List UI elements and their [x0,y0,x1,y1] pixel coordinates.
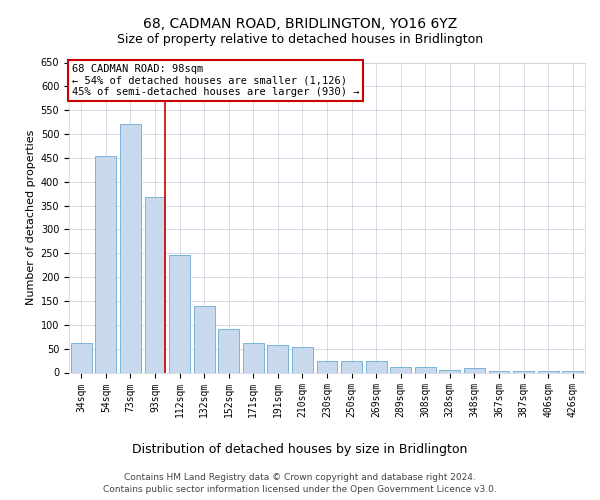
Bar [145,197,166,372]
Bar [341,360,362,372]
Bar [562,370,583,372]
Bar [464,368,485,372]
Bar [390,367,411,372]
Bar [488,370,509,372]
Bar [513,370,534,372]
Bar [268,346,289,372]
Bar [439,370,460,372]
Text: 68 CADMAN ROAD: 98sqm
← 54% of detached houses are smaller (1,126)
45% of semi-d: 68 CADMAN ROAD: 98sqm ← 54% of detached … [71,64,359,97]
Bar [95,156,116,372]
Bar [194,306,215,372]
Text: Size of property relative to detached houses in Bridlington: Size of property relative to detached ho… [117,32,483,46]
Bar [169,254,190,372]
Bar [243,343,264,372]
Bar [415,367,436,372]
Bar [538,370,559,372]
Bar [317,360,337,372]
Bar [120,124,141,372]
Text: Contains HM Land Registry data © Crown copyright and database right 2024.: Contains HM Land Registry data © Crown c… [124,472,476,482]
Text: Distribution of detached houses by size in Bridlington: Distribution of detached houses by size … [133,442,467,456]
Bar [292,346,313,372]
Bar [365,360,386,372]
Text: 68, CADMAN ROAD, BRIDLINGTON, YO16 6YZ: 68, CADMAN ROAD, BRIDLINGTON, YO16 6YZ [143,18,457,32]
Text: Contains public sector information licensed under the Open Government Licence v3: Contains public sector information licen… [103,485,497,494]
Bar [218,328,239,372]
Bar [71,343,92,372]
Y-axis label: Number of detached properties: Number of detached properties [26,130,37,305]
